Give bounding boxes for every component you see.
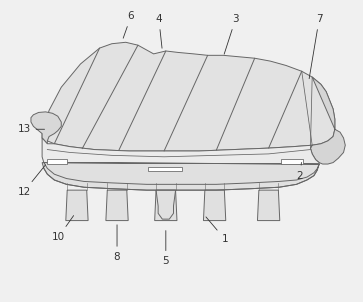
Text: 3: 3 [224,14,239,54]
FancyBboxPatch shape [148,167,182,171]
Text: 6: 6 [123,11,134,38]
Polygon shape [310,77,345,164]
Polygon shape [106,190,128,220]
Text: 4: 4 [155,14,162,48]
Text: 2: 2 [297,162,303,181]
Text: 10: 10 [52,216,74,242]
Polygon shape [155,190,177,220]
Text: 13: 13 [17,124,45,134]
Text: 1: 1 [206,217,228,244]
Polygon shape [42,162,319,190]
Polygon shape [257,190,280,220]
Polygon shape [42,42,335,151]
FancyBboxPatch shape [281,159,303,164]
Polygon shape [31,112,61,144]
FancyBboxPatch shape [47,159,66,164]
Polygon shape [66,190,88,220]
Text: 5: 5 [163,231,169,266]
Text: 8: 8 [114,225,121,262]
Polygon shape [42,138,319,184]
Text: 12: 12 [17,165,46,197]
Text: 7: 7 [309,14,322,79]
Polygon shape [203,190,226,220]
